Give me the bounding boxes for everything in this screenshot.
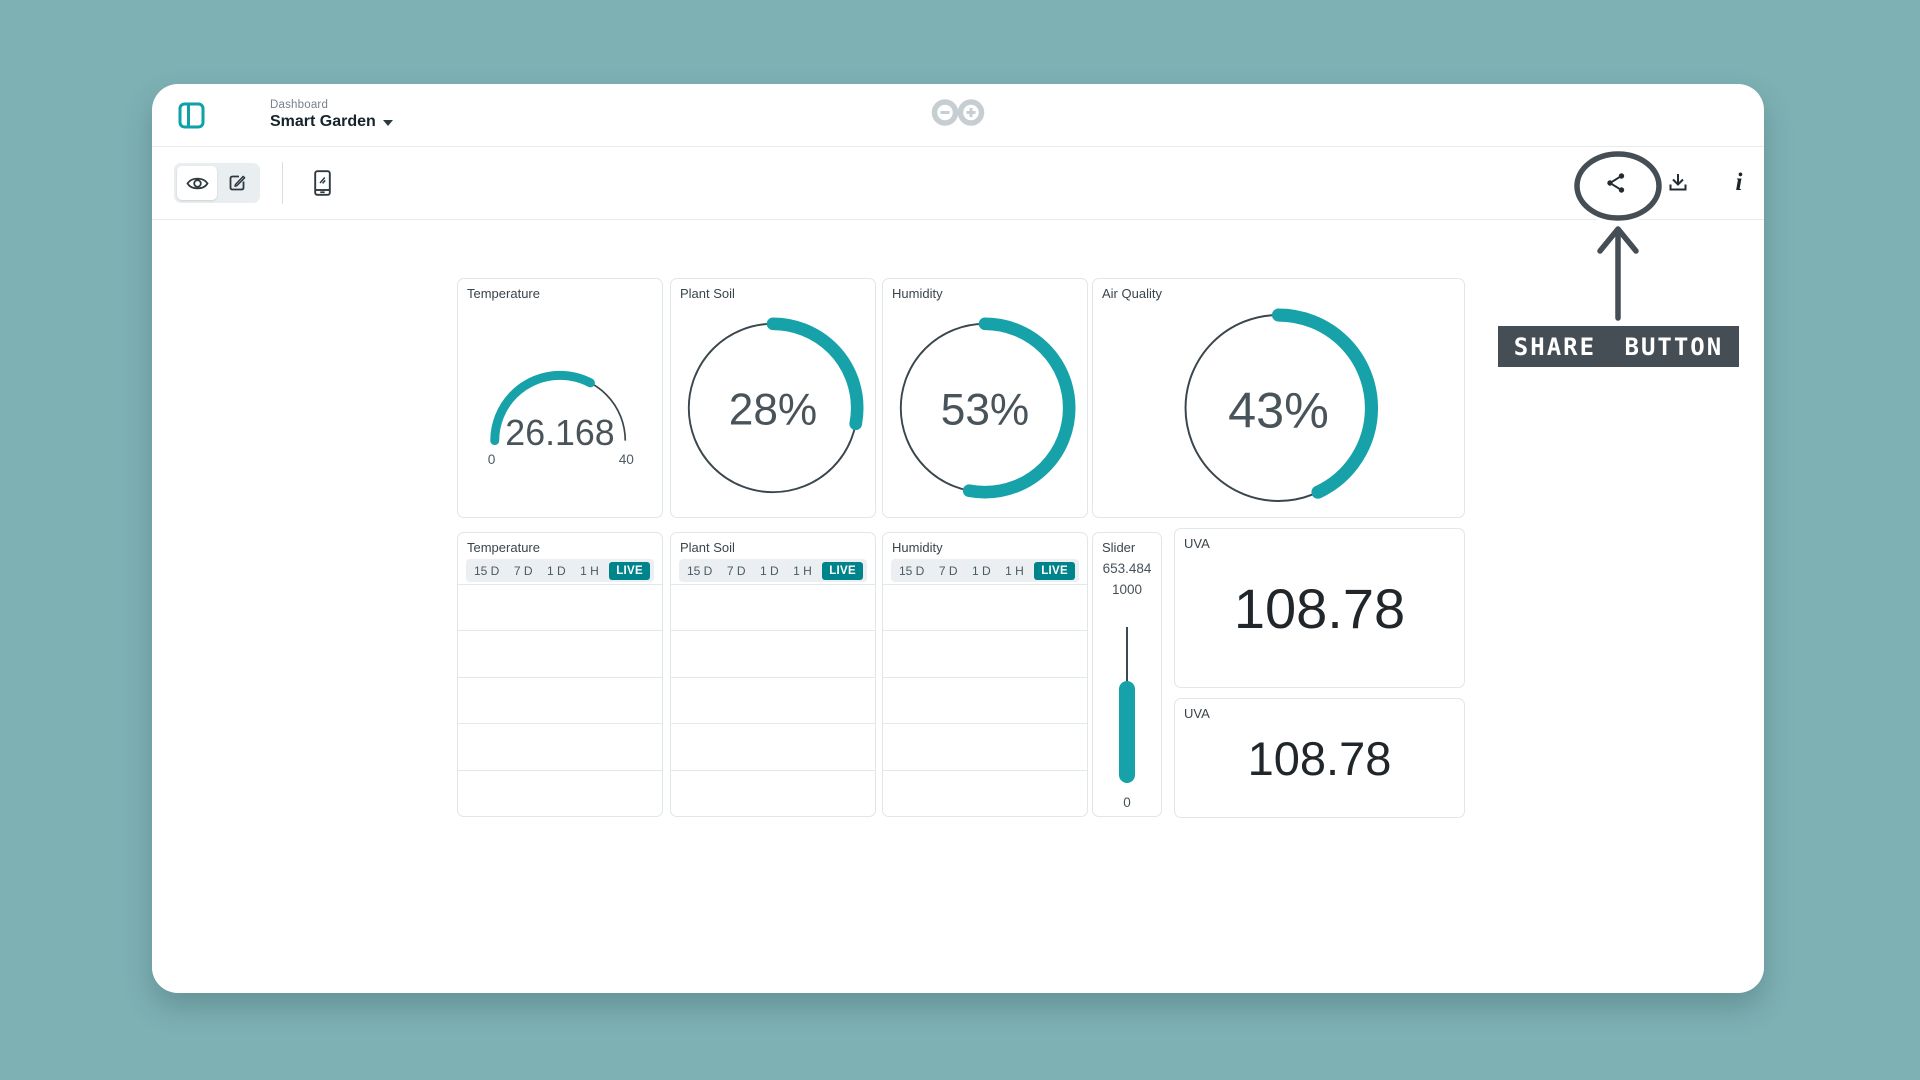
slider-widget: Slider 653.484 1000 0 bbox=[1092, 532, 1162, 817]
range-7d-button[interactable]: 7 D bbox=[935, 562, 962, 580]
widget-title: Temperature bbox=[467, 540, 540, 555]
widget-title: Plant Soil bbox=[680, 540, 735, 555]
time-range-selector: 15 D 7 D 1 D 1 H LIVE bbox=[466, 559, 654, 582]
dashboard-grid: Temperature 26.168 0 40 Plant Soil bbox=[152, 220, 1764, 991]
chart-widget-plant-soil: Plant Soil 15 D 7 D 1 D 1 H LIVE bbox=[670, 532, 876, 817]
page-title: Smart Garden bbox=[270, 113, 376, 130]
value-widget-uva-1: UVA 108.78 bbox=[1174, 528, 1465, 688]
widget-title: UVA bbox=[1184, 706, 1210, 721]
widget-title: Humidity bbox=[892, 540, 943, 555]
slider-value: 653.484 bbox=[1102, 561, 1152, 576]
gauge-widget-temperature: Temperature 26.168 0 40 bbox=[457, 278, 663, 518]
time-range-selector: 15 D 7 D 1 D 1 H LIVE bbox=[891, 559, 1079, 582]
range-1d-button[interactable]: 1 D bbox=[968, 562, 995, 580]
svg-text:40: 40 bbox=[619, 452, 635, 467]
ring-gauge: 43% bbox=[1095, 303, 1462, 513]
value-widget-uva-2: UVA 108.78 bbox=[1174, 698, 1465, 818]
widget-title: Plant Soil bbox=[680, 286, 735, 301]
widget-title: Temperature bbox=[467, 286, 540, 301]
share-button[interactable] bbox=[1596, 163, 1636, 203]
widget-title: Air Quality bbox=[1102, 286, 1162, 301]
svg-text:28%: 28% bbox=[729, 386, 817, 435]
mobile-preview-button[interactable] bbox=[305, 163, 339, 203]
ring-gauge: 28% bbox=[673, 303, 873, 513]
dashboard-name-menu[interactable]: Smart Garden bbox=[270, 113, 393, 131]
gauge-widget-air-quality: Air Quality 43% bbox=[1092, 278, 1465, 518]
chart-widget-humidity: Humidity 15 D 7 D 1 D 1 H LIVE bbox=[882, 532, 1088, 817]
pencil-square-icon bbox=[229, 175, 246, 191]
widget-title: Slider bbox=[1102, 540, 1136, 555]
value-readout: 108.78 bbox=[1233, 576, 1406, 640]
dashboard-toolbar: i bbox=[152, 147, 1764, 220]
toolbar-divider bbox=[282, 162, 283, 204]
chart-plot-area bbox=[671, 584, 875, 816]
widget-title: Humidity bbox=[892, 286, 943, 301]
chart-widget-temperature: Temperature 15 D 7 D 1 D 1 H LIVE bbox=[457, 532, 663, 817]
range-1h-button[interactable]: 1 H bbox=[1001, 562, 1028, 580]
view-mode-button[interactable] bbox=[177, 166, 217, 200]
range-live-button[interactable]: LIVE bbox=[822, 561, 863, 580]
range-7d-button[interactable]: 7 D bbox=[510, 562, 537, 580]
slider-handle[interactable] bbox=[1119, 681, 1135, 783]
svg-text:26.168: 26.168 bbox=[505, 413, 614, 453]
info-icon: i bbox=[1735, 169, 1743, 196]
svg-text:43%: 43% bbox=[1228, 382, 1329, 439]
gauge-widget-plant-soil: Plant Soil 28% bbox=[670, 278, 876, 518]
download-tray-icon bbox=[1669, 174, 1687, 191]
semicircle-gauge: 26.168 0 40 bbox=[460, 303, 660, 513]
share-nodes-icon bbox=[1607, 173, 1625, 193]
edit-mode-button[interactable] bbox=[217, 166, 257, 200]
range-15d-button[interactable]: 15 D bbox=[470, 562, 503, 580]
annotation-label: SHARE BUTTON bbox=[1498, 326, 1739, 367]
vertical-slider[interactable] bbox=[1119, 627, 1135, 783]
slider-max-label: 1000 bbox=[1111, 582, 1143, 597]
value-readout: 108.78 bbox=[1247, 731, 1392, 785]
eye-icon bbox=[185, 177, 209, 189]
widget-title: UVA bbox=[1184, 536, 1210, 551]
range-1h-button[interactable]: 1 H bbox=[576, 562, 603, 580]
breadcrumb: Dashboard bbox=[270, 99, 329, 111]
range-7d-button[interactable]: 7 D bbox=[723, 562, 750, 580]
chart-plot-area bbox=[458, 584, 662, 816]
svg-text:0: 0 bbox=[488, 452, 496, 467]
range-1h-button[interactable]: 1 H bbox=[789, 562, 816, 580]
phone-icon bbox=[313, 170, 331, 196]
range-15d-button[interactable]: 15 D bbox=[895, 562, 928, 580]
svg-text:53%: 53% bbox=[941, 386, 1029, 435]
chart-plot-area bbox=[883, 584, 1087, 816]
gauge-widget-humidity: Humidity 53% bbox=[882, 278, 1088, 518]
sidebar-toggle-button[interactable] bbox=[174, 98, 208, 132]
range-15d-button[interactable]: 15 D bbox=[683, 562, 716, 580]
panel-left-icon bbox=[178, 102, 204, 128]
chevron-down-icon bbox=[382, 120, 393, 126]
time-range-selector: 15 D 7 D 1 D 1 H LIVE bbox=[679, 559, 867, 582]
ring-gauge: 53% bbox=[885, 303, 1085, 513]
slider-min-label: 0 bbox=[1123, 795, 1131, 810]
info-button[interactable]: i bbox=[1719, 163, 1759, 203]
app-header: Dashboard Smart Garden bbox=[152, 84, 1764, 147]
arduino-logo bbox=[929, 97, 987, 134]
range-live-button[interactable]: LIVE bbox=[1034, 561, 1075, 580]
breadcrumb-block: Dashboard Smart Garden bbox=[270, 99, 393, 131]
dashboard-window: Dashboard Smart Garden bbox=[152, 84, 1764, 993]
range-1d-button[interactable]: 1 D bbox=[543, 562, 570, 580]
download-button[interactable] bbox=[1658, 163, 1698, 203]
range-1d-button[interactable]: 1 D bbox=[756, 562, 783, 580]
view-mode-switch bbox=[174, 163, 260, 203]
range-live-button[interactable]: LIVE bbox=[609, 561, 650, 580]
